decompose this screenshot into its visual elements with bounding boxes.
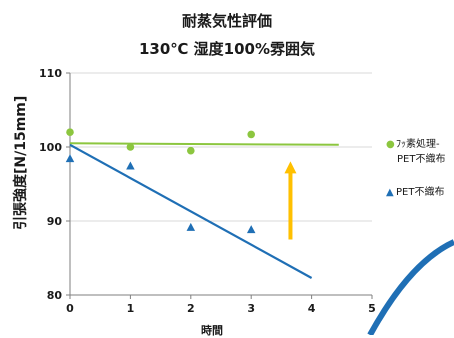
data-point-triangle [246,225,256,234]
data-point-triangle [126,161,135,170]
chart-subtitle: 130℃ 湿度100%雰囲気 [138,40,316,58]
data-point-circle [126,143,135,151]
legend-circle-marker: ● [386,139,395,150]
x-tick-label: 4 [308,302,316,315]
x-axis-label: 時間 [201,324,223,337]
data-point-circle [187,146,195,155]
x-tick-label: 2 [187,302,195,315]
legend-triangle-marker: ▲ [386,187,394,198]
legend-label-line-1: PET不織布 [396,187,445,198]
data-point-triangle [65,154,75,163]
data-point-triangle [186,222,196,231]
y-tick-label: 80 [47,289,63,302]
trendline-1 [69,143,313,279]
y-tick-label: 110 [39,67,62,80]
y-tick-label: 100 [39,141,62,154]
legend-label-line-2: PET不織布 [397,154,446,165]
x-tick-label: 0 [66,302,74,315]
data-point-circle [247,130,255,139]
y-tick-label: 90 [47,215,63,228]
x-tick-label: 3 [247,302,255,315]
data-point-circle [66,128,74,136]
legend-item-fluorinated-pet: ●ﾌｯ素処理- PET不織布 [386,137,445,167]
legend-item-pet: ▲ PET不織布 [386,185,444,200]
x-tick-label: 5 [368,302,376,315]
chart-title: 耐蒸気性評価 [181,12,272,30]
x-tick-label: 1 [127,302,135,315]
legend-label-line-1: ﾌｯ素処理- [396,139,440,150]
decorative-arc [367,239,454,335]
trendline-0 [69,142,339,146]
